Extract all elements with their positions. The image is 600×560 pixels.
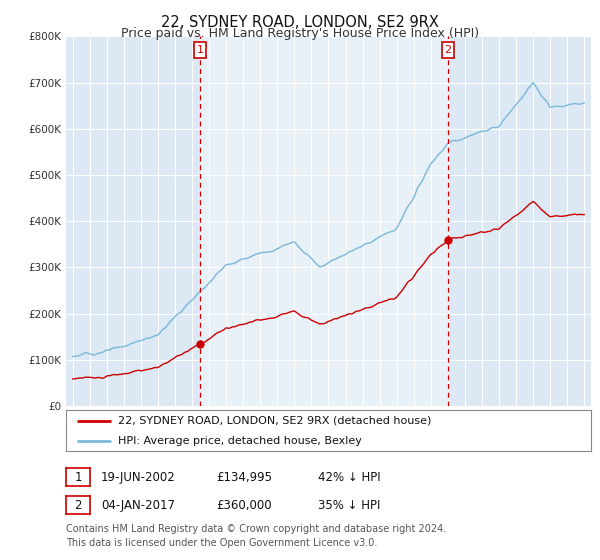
Text: £360,000: £360,000 xyxy=(216,498,272,512)
Text: 22, SYDNEY ROAD, LONDON, SE2 9RX (detached house): 22, SYDNEY ROAD, LONDON, SE2 9RX (detach… xyxy=(119,416,432,426)
Text: 2: 2 xyxy=(74,498,82,512)
Text: 2: 2 xyxy=(445,45,452,55)
Text: HPI: Average price, detached house, Bexley: HPI: Average price, detached house, Bexl… xyxy=(119,436,362,446)
Text: 1: 1 xyxy=(197,45,203,55)
Text: 19-JUN-2002: 19-JUN-2002 xyxy=(101,470,176,484)
Text: Price paid vs. HM Land Registry's House Price Index (HPI): Price paid vs. HM Land Registry's House … xyxy=(121,27,479,40)
Text: 04-JAN-2017: 04-JAN-2017 xyxy=(101,498,175,512)
Bar xyxy=(200,36,448,406)
Text: 42% ↓ HPI: 42% ↓ HPI xyxy=(318,470,380,484)
Text: 35% ↓ HPI: 35% ↓ HPI xyxy=(318,498,380,512)
Text: Contains HM Land Registry data © Crown copyright and database right 2024.
This d: Contains HM Land Registry data © Crown c… xyxy=(66,525,446,548)
Text: 1: 1 xyxy=(74,470,82,484)
Text: £134,995: £134,995 xyxy=(216,470,272,484)
Text: 22, SYDNEY ROAD, LONDON, SE2 9RX: 22, SYDNEY ROAD, LONDON, SE2 9RX xyxy=(161,15,439,30)
